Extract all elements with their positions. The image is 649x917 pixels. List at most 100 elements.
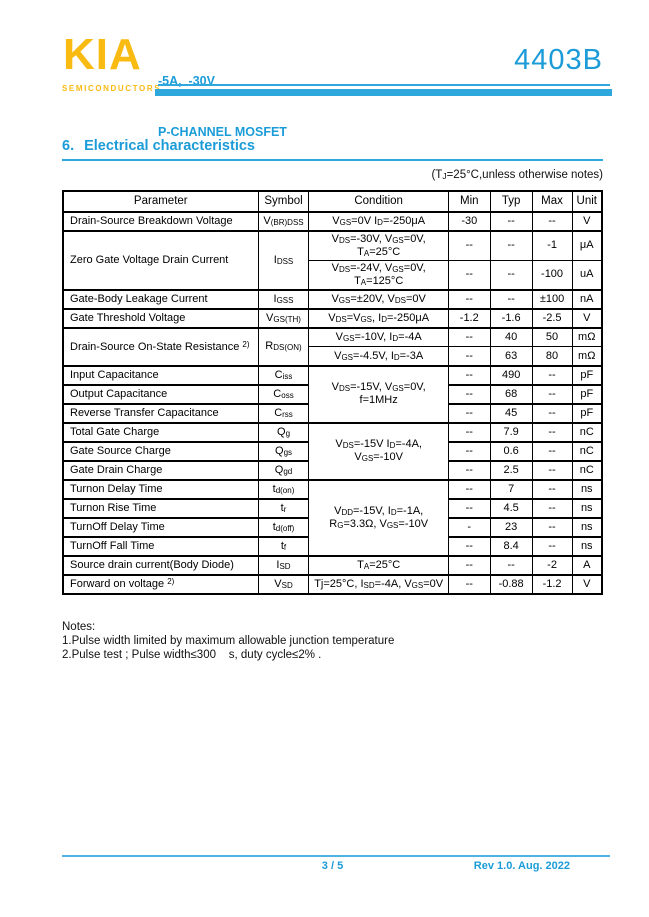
min-cell: -1.2 bbox=[447, 307, 491, 329]
min-cell: -- bbox=[447, 346, 491, 367]
min-cell: -- bbox=[447, 478, 491, 500]
min-cell: - bbox=[447, 516, 491, 538]
param-cell: Drain-Source On-State Resistance 2) bbox=[62, 326, 259, 367]
param-cell: Turnon Rise Time bbox=[62, 497, 259, 519]
note-item-2: 2.Pulse test ; Pulse width≤300 s, duty c… bbox=[62, 649, 322, 661]
typ-cell: 23 bbox=[489, 516, 533, 538]
unit-cell: mΩ bbox=[571, 326, 603, 348]
typ-cell: 40 bbox=[489, 326, 533, 348]
min-cell: -- bbox=[447, 573, 491, 595]
symbol-cell: IGSS bbox=[257, 288, 310, 310]
col-header-unit: Unit bbox=[571, 190, 603, 213]
cond-cell: VGS=0V ID=-250μA bbox=[308, 211, 449, 232]
header-divider-thick bbox=[155, 89, 612, 96]
table-row: Gate Drain Charge Qgd -- 2.5 -- nC bbox=[62, 459, 603, 481]
cond-cell: VGS=±20V, VDS=0V bbox=[308, 288, 449, 310]
cond-cell: VGS=-10V, ID=-4A bbox=[308, 326, 449, 348]
table-row: Gate Threshold Voltage VGS(TH) VDS=VGS, … bbox=[62, 307, 603, 329]
typ-cell: -- bbox=[489, 259, 533, 291]
section-underline bbox=[62, 159, 603, 161]
typ-cell: 7 bbox=[489, 478, 533, 500]
table-row: Reverse Transfer Capacitance Crss -- 45 … bbox=[62, 402, 603, 424]
symbol-cell: Ciss bbox=[257, 364, 310, 386]
min-cell: -- bbox=[447, 535, 491, 557]
table-row: TurnOff Delay Time td(off) - 23 -- ns bbox=[62, 516, 603, 538]
cond-cell: VDS=-30V, VGS=0V, TA=25°C bbox=[308, 229, 449, 261]
unit-cell: V bbox=[571, 573, 603, 595]
max-cell: -- bbox=[531, 535, 573, 557]
typ-cell: -- bbox=[489, 554, 533, 576]
unit-cell: ns bbox=[571, 535, 603, 557]
min-cell: -- bbox=[447, 402, 491, 424]
unit-cell: nA bbox=[571, 288, 603, 310]
typ-cell: 0.6 bbox=[489, 440, 533, 462]
table-row: Gate-Body Leakage Current IGSS VGS=±20V,… bbox=[62, 288, 603, 310]
min-cell: -- bbox=[447, 229, 491, 261]
unit-cell: pF bbox=[571, 383, 603, 405]
typ-cell: 63 bbox=[489, 346, 533, 367]
max-cell: 50 bbox=[531, 326, 573, 348]
table-row: Gate Source Charge Qgs -- 0.6 -- nC bbox=[62, 440, 603, 462]
max-cell: -- bbox=[531, 364, 573, 386]
max-cell: -2.5 bbox=[531, 307, 573, 329]
symbol-cell: RDS(ON) bbox=[257, 326, 310, 367]
note-item-1: 1.Pulse width limited by maximum allowab… bbox=[62, 635, 395, 647]
unit-cell: ns bbox=[571, 516, 603, 538]
min-cell: -- bbox=[447, 459, 491, 481]
typ-cell: -- bbox=[489, 211, 533, 232]
symbol-cell: Coss bbox=[257, 383, 310, 405]
table-row: Zero Gate Voltage Drain Current IDSS VDS… bbox=[62, 229, 603, 291]
cond-cell: VDS=-15V, VGS=0V, f=1MHz bbox=[308, 364, 449, 424]
unit-cell: μA bbox=[571, 229, 603, 261]
footer-divider bbox=[62, 855, 610, 857]
param-cell: Source drain current(Body Diode) bbox=[62, 554, 259, 576]
max-cell: -- bbox=[531, 402, 573, 424]
param-cell: Turnon Delay Time bbox=[62, 478, 259, 500]
table-row: Input Capacitance Ciss VDS=-15V, VGS=0V,… bbox=[62, 364, 603, 424]
unit-cell: pF bbox=[571, 364, 603, 386]
col-header-typ: Typ bbox=[489, 190, 533, 213]
symbol-cell: VGS(TH) bbox=[257, 307, 310, 329]
table-row: VGS=-4.5V, ID=-3A -- 63 80 mΩ bbox=[63, 346, 603, 367]
header-divider-thin bbox=[158, 84, 610, 86]
section-heading: 6. Electrical characteristics bbox=[62, 138, 255, 154]
symbol-cell: tf bbox=[257, 535, 310, 557]
page-indicator: 3 / 5 bbox=[321, 860, 344, 872]
typ-cell: -- bbox=[489, 288, 533, 310]
section-number: 6. bbox=[62, 138, 75, 154]
typ-cell: 490 bbox=[489, 364, 533, 386]
typ-cell: 2.5 bbox=[489, 459, 533, 481]
unit-cell: pF bbox=[571, 402, 603, 424]
min-cell: -- bbox=[447, 554, 491, 576]
param-cell: Output Capacitance bbox=[62, 383, 259, 405]
symbol-cell: tr bbox=[257, 497, 310, 519]
unit-cell: V bbox=[571, 307, 603, 329]
col-header-parameter: Parameter bbox=[62, 190, 259, 213]
symbol-cell: IDSS bbox=[257, 230, 310, 291]
table-row: Turnon Rise Time tr -- 4.5 -- ns bbox=[62, 497, 603, 519]
typ-cell: -1.6 bbox=[489, 307, 533, 329]
min-cell: -- bbox=[447, 497, 491, 519]
unit-cell: nC bbox=[571, 459, 603, 481]
section-title: Electrical characteristics bbox=[84, 138, 255, 154]
max-cell: -2 bbox=[531, 554, 573, 576]
col-header-min: Min bbox=[447, 190, 491, 213]
param-cell: Gate Drain Charge bbox=[62, 459, 259, 481]
table-row: Drain-Source Breakdown Voltage V(BR)DSS … bbox=[62, 211, 603, 232]
revision-label: Rev 1.0. Aug. 2022 bbox=[473, 860, 570, 872]
param-cell: Input Capacitance bbox=[62, 364, 259, 386]
param-cell: TurnOff Fall Time bbox=[62, 535, 259, 557]
symbol-cell: td(off) bbox=[257, 516, 310, 538]
min-cell: -- bbox=[447, 364, 491, 386]
table-row: TurnOff Fall Time tf -- 8.4 -- ns bbox=[62, 535, 603, 557]
test-condition-note: (TJ=25°C,unless otherwise notes) bbox=[431, 169, 603, 181]
cond-cell: Tj=25°C, ISD=-4A, VGS=0V bbox=[308, 573, 449, 595]
notes-title: Notes: bbox=[62, 621, 96, 633]
max-cell: -- bbox=[531, 459, 573, 481]
cond-cell: VDS=-24V, VGS=0V, TA=125°C bbox=[308, 259, 449, 291]
unit-cell: mΩ bbox=[571, 346, 603, 367]
device-summary: -5A, -30V P-CHANNEL MOSFET bbox=[158, 39, 287, 175]
typ-cell: 4.5 bbox=[489, 497, 533, 519]
brand-logo-subtitle: SEMICONDUCTORS bbox=[62, 84, 162, 93]
min-cell: -- bbox=[447, 326, 491, 348]
